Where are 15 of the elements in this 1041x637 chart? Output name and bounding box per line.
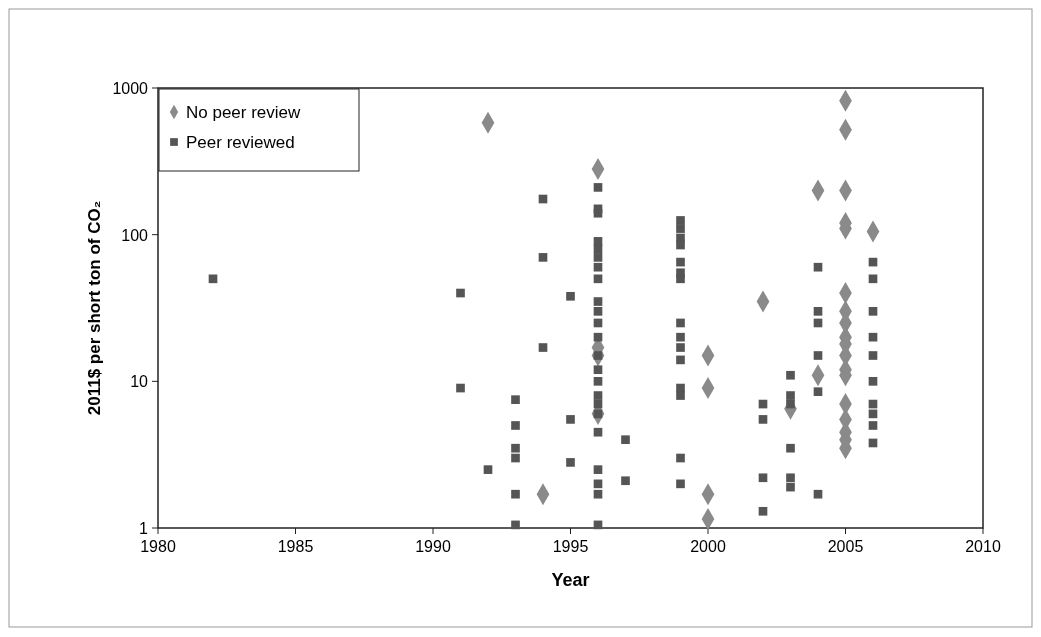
y-tick-label: 1000 bbox=[112, 80, 149, 97]
legend-label: No peer review bbox=[186, 103, 302, 122]
x-tick-label: 1995 bbox=[552, 538, 589, 555]
y-tick-label: 100 bbox=[121, 226, 149, 244]
y-tick-label: 10 bbox=[130, 373, 149, 391]
x-axis-title: Year bbox=[551, 570, 590, 590]
x-tick-label: 2005 bbox=[827, 538, 864, 555]
x-tick-label: 2000 bbox=[690, 538, 726, 555]
x-tick-label: 1985 bbox=[277, 538, 314, 555]
y-tick-label: 1 bbox=[139, 520, 149, 537]
x-tick-label: 1990 bbox=[415, 538, 451, 555]
legend-label: Peer reviewed bbox=[186, 133, 295, 152]
x-tick-label: 1980 bbox=[140, 538, 176, 555]
y-axis-title: 2011$ per short ton of CO₂ bbox=[85, 200, 104, 416]
x-tick-label: 2010 bbox=[965, 538, 1001, 555]
